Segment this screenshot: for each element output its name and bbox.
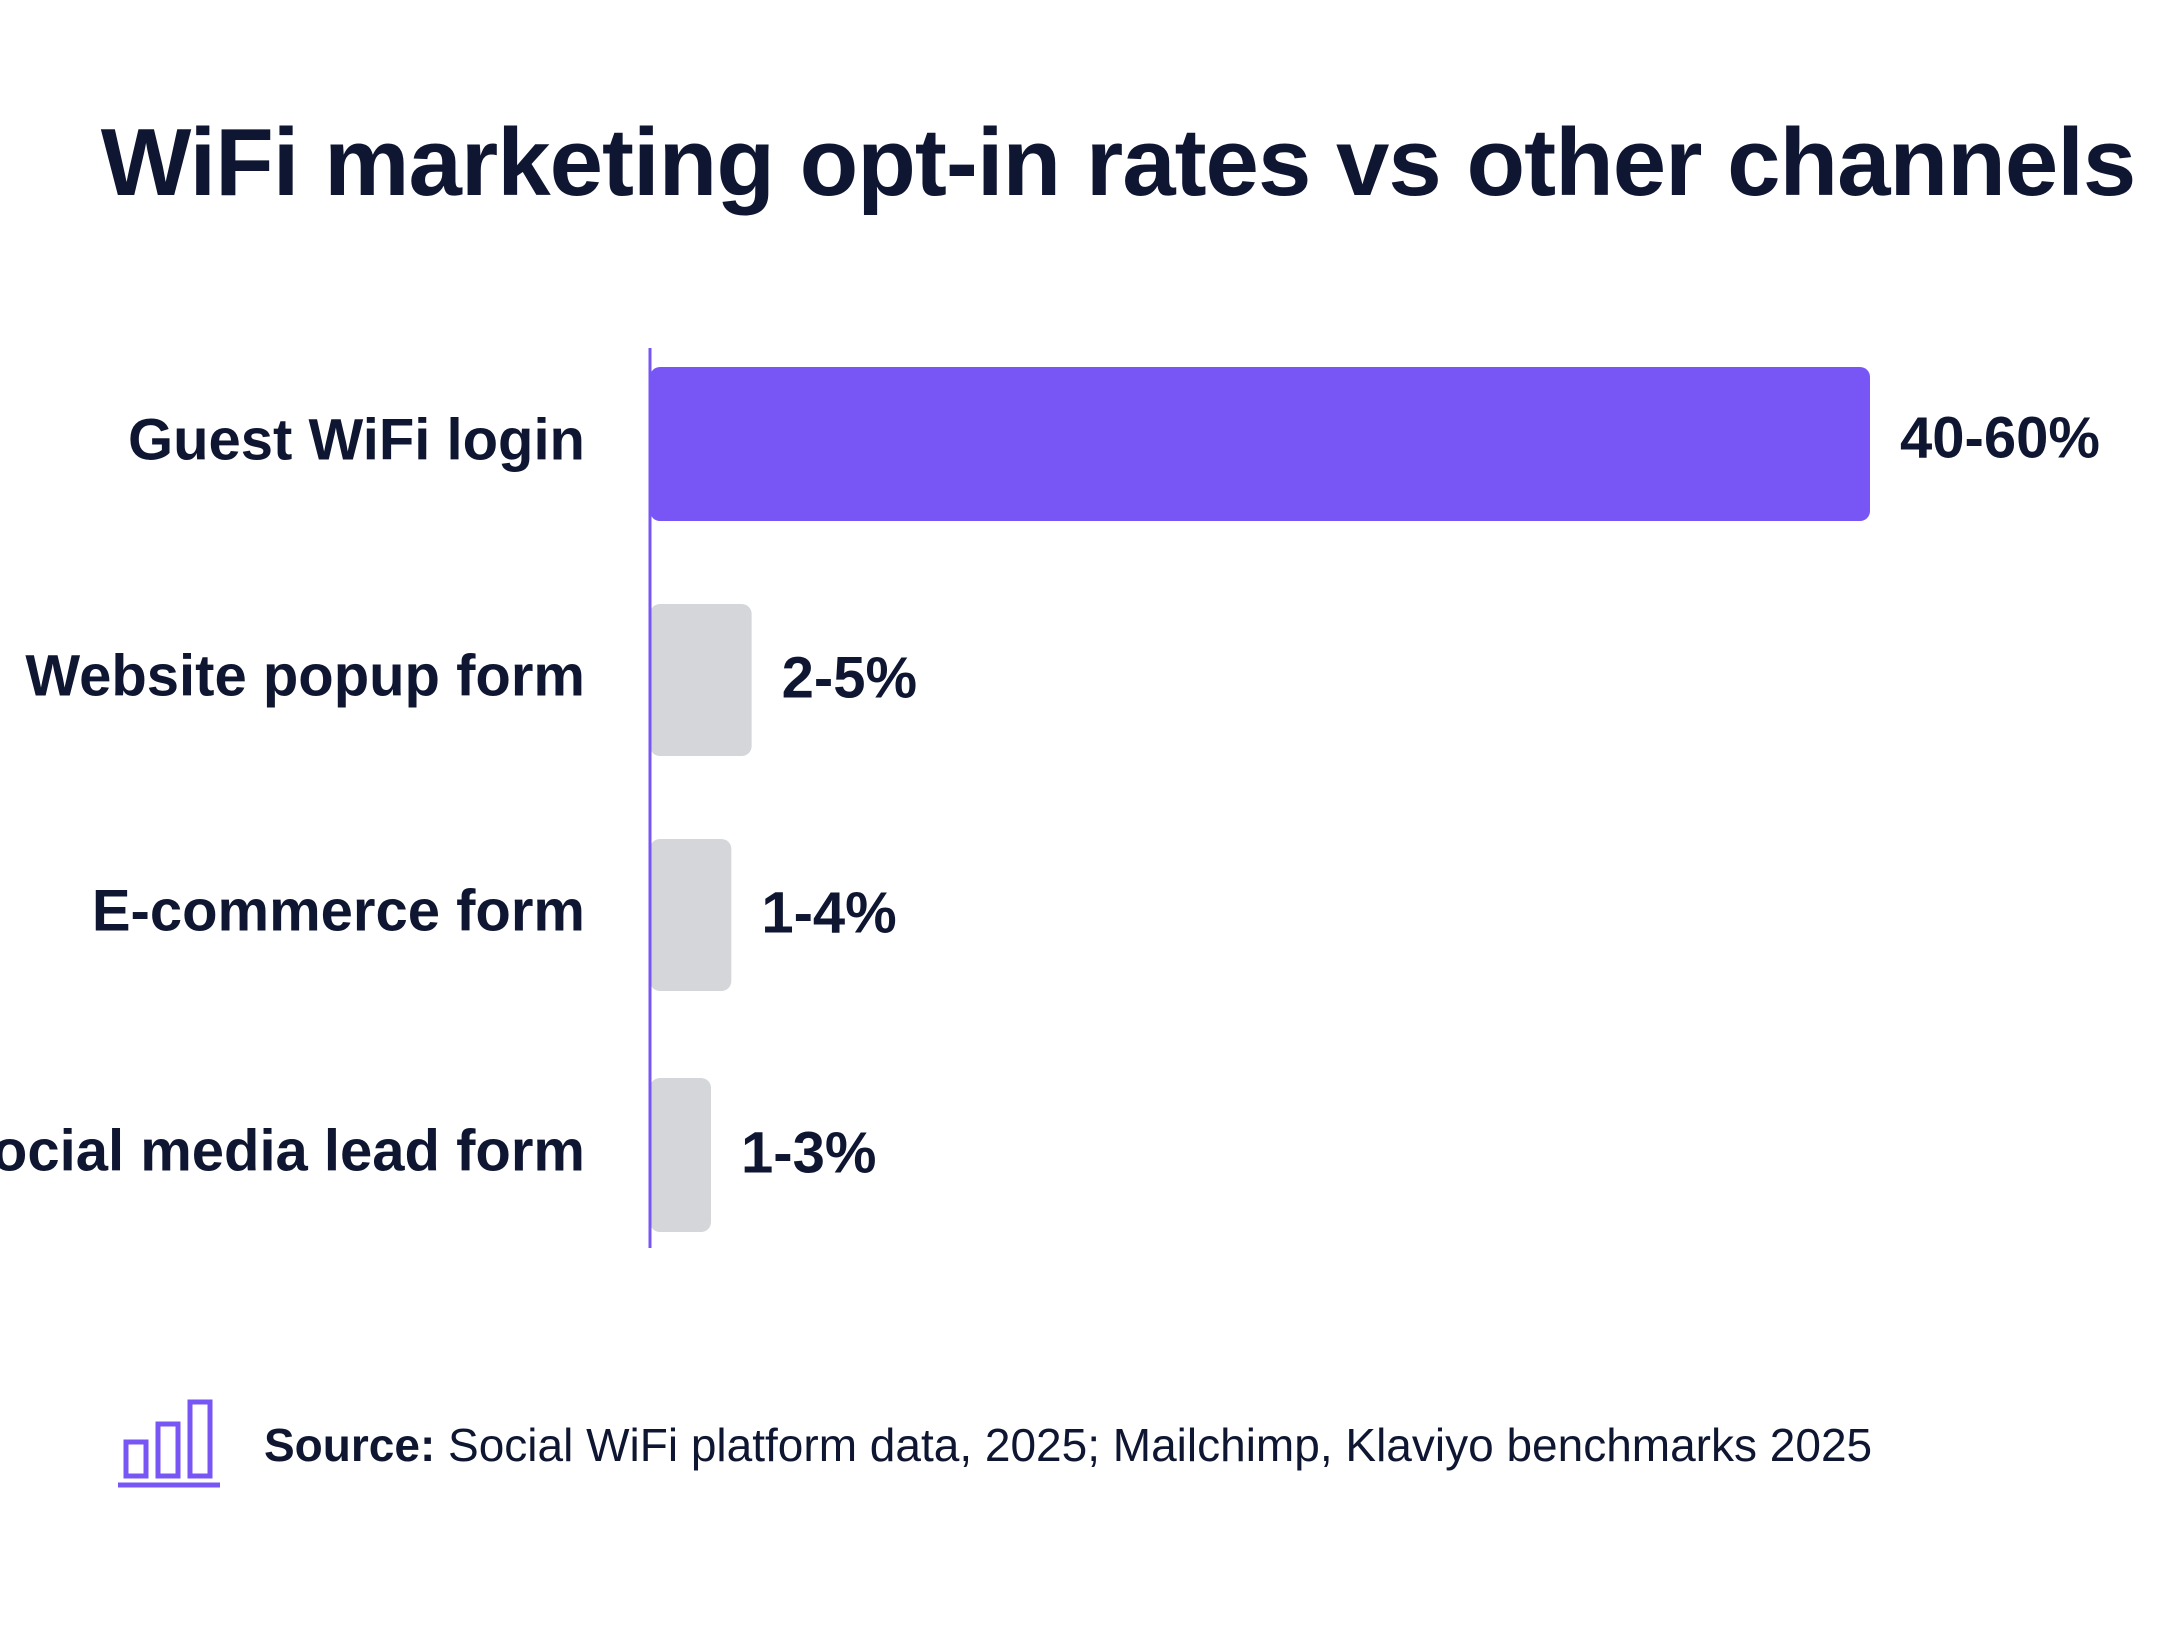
bar-3	[650, 839, 732, 991]
value-label-1: 40-60%	[1900, 405, 2100, 470]
bar-4	[650, 1078, 711, 1232]
source-label: Source:	[264, 1419, 436, 1471]
bar-chart-icon	[118, 1399, 220, 1488]
category-label-3: E-commerce form	[92, 878, 585, 943]
source-text: Social WiFi platform data, 2025; Mailchi…	[448, 1419, 1873, 1471]
source-note: Source: Social WiFi platform data, 2025;…	[264, 1418, 1872, 1472]
category-label-1: Guest WiFi login	[128, 407, 585, 472]
chart-title: WiFi marketing opt-in rates vs other cha…	[100, 109, 2137, 216]
category-label-2: Website popup form	[25, 643, 585, 708]
value-label-2: 2-5%	[782, 645, 917, 710]
bar-1	[650, 367, 1870, 521]
bar-2	[650, 604, 752, 756]
value-label-4: 1-3%	[741, 1120, 876, 1185]
category-labels-group: Guest WiFi login Website popup form E-comm…	[0, 407, 585, 1183]
value-label-3: 1-4%	[761, 880, 896, 945]
value-labels-group: 40-60% 2-5% 1-4% 1-3%	[741, 405, 2100, 1185]
bars-group	[650, 367, 1870, 1232]
category-label-4: Social media lead form	[0, 1118, 585, 1183]
